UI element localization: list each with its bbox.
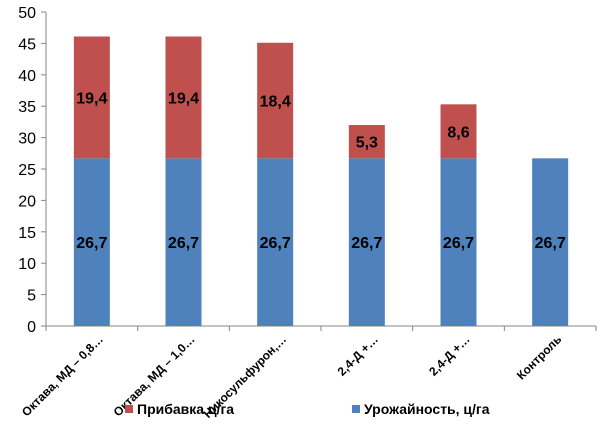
x-axis (45, 325, 597, 331)
y-axis: 0 5 10 15 20 25 30 35 40 45 50 (18, 5, 47, 336)
bar-segment-increase (348, 125, 385, 159)
data-label: 26,7 (260, 235, 291, 252)
data-label: 19,4 (168, 90, 199, 107)
y-tick-label: 25 (18, 162, 36, 179)
data-label: 18,4 (260, 94, 291, 111)
bar-segment-increase (257, 42, 294, 159)
category-label: 2,4-Д +… (335, 332, 381, 378)
legend-label: Урожайность, ц/га (364, 401, 490, 417)
data-label: 26,7 (168, 235, 199, 252)
y-tick-label: 30 (18, 131, 36, 148)
y-tick-label: 20 (18, 193, 36, 210)
data-label: 8,6 (447, 124, 469, 141)
y-tick-label: 45 (18, 36, 36, 53)
data-label: 5,3 (356, 135, 378, 152)
legend: Прибавка ц/га Урожайность, ц/га (125, 401, 490, 417)
bar-labels: 26,7 19,4 26,7 19,4 26,7 18,4 26,7 5,3 26,7 8,6 26… (76, 90, 566, 252)
bar-segment-yield (165, 158, 202, 326)
category-label: 2,4-Д +… (426, 332, 472, 378)
y-tick-label: 0 (27, 319, 36, 336)
bar-segment-increase (440, 104, 477, 159)
bar-segment-yield (532, 158, 569, 326)
data-label: 26,7 (351, 235, 382, 252)
data-label: 26,7 (443, 235, 474, 252)
legend-swatch (352, 405, 360, 413)
bar-segment-yield (348, 158, 385, 326)
bar-segment-yield (257, 158, 294, 326)
y-tick-label: 50 (18, 5, 36, 22)
y-tick-label: 10 (18, 256, 36, 273)
data-label: 26,7 (76, 235, 107, 252)
data-label: 26,7 (535, 235, 566, 252)
y-tick-label: 15 (18, 225, 36, 242)
bars (73, 36, 569, 326)
category-label: Октава, МД – 0,8… (19, 332, 106, 419)
bar-segment-increase (73, 36, 110, 159)
data-label: 19,4 (76, 90, 107, 107)
y-tick-label: 5 (27, 288, 36, 305)
y-tick-label: 35 (18, 99, 36, 116)
legend-label: Прибавка ц/га (137, 401, 234, 417)
category-label: Контроль (514, 332, 564, 382)
bar-segment-increase (165, 36, 202, 159)
bar-segment-yield (73, 158, 110, 326)
y-tick-label: 40 (18, 68, 36, 85)
legend-swatch (125, 405, 133, 413)
bar-segment-yield (440, 158, 477, 326)
